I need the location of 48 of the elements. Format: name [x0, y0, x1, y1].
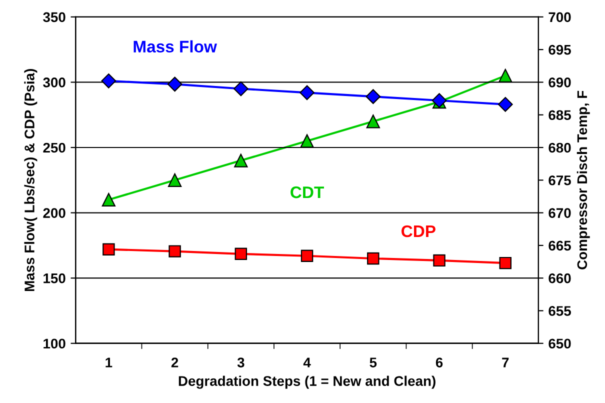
point [300, 250, 314, 262]
y2-tick-label: 680 [548, 142, 571, 153]
y-tick-label: 200 [43, 208, 66, 218]
x-tick-label: 7 [502, 358, 509, 368]
point [433, 254, 446, 267]
x-tick-label: 5 [370, 358, 377, 368]
point [366, 114, 380, 128]
y2-tick-label: 695 [548, 44, 571, 55]
point [168, 245, 181, 258]
point [101, 73, 116, 88]
point [168, 173, 182, 187]
series-label: CDP [402, 225, 436, 238]
y2-tick-label: 670 [548, 208, 571, 218]
y-tick-label: 350 [43, 12, 66, 22]
y-tick-label: 100 [44, 338, 66, 349]
series-label: Mass Flow [134, 40, 217, 53]
y-tick-label: 250 [43, 142, 66, 153]
y2-tick-label: 660 [548, 273, 571, 284]
y2-tick-label: 655 [548, 306, 571, 316]
point [300, 85, 314, 100]
y-tick-label: 300 [43, 78, 66, 88]
text: CDT [290, 186, 324, 198]
point [102, 243, 115, 256]
point [234, 154, 248, 168]
point [367, 252, 380, 265]
y2-axis-title: Compressor Disch Temp, F [576, 90, 590, 270]
point [366, 89, 381, 104]
y2-tick-label: 690 [548, 78, 571, 88]
x-tick-label: 6 [436, 358, 443, 368]
y2-tick-label: 700 [548, 12, 571, 22]
point [102, 192, 116, 207]
point [499, 256, 512, 270]
x-tick-label: 1 [106, 358, 112, 368]
x-tick-label: 3 [237, 358, 244, 368]
y2-tick-label: 685 [548, 110, 571, 120]
y2-tick-label: 675 [548, 175, 571, 186]
point [498, 96, 513, 112]
point [300, 134, 314, 148]
point [167, 76, 182, 92]
y2-tick-label: 665 [548, 240, 571, 251]
y-tick-label: 150 [44, 273, 66, 284]
x-tick-label: 4 [303, 358, 311, 368]
x-axis-title: Degradation Steps (1 = New and Clean) [178, 376, 436, 389]
point [234, 248, 248, 260]
y-axis-title: Mass Flow( Lbs/sec) & CDP (Psia) [24, 69, 38, 291]
x-tick-label: 2 [171, 358, 178, 368]
y2-tick-label: 650 [548, 338, 571, 349]
point [233, 81, 248, 96]
